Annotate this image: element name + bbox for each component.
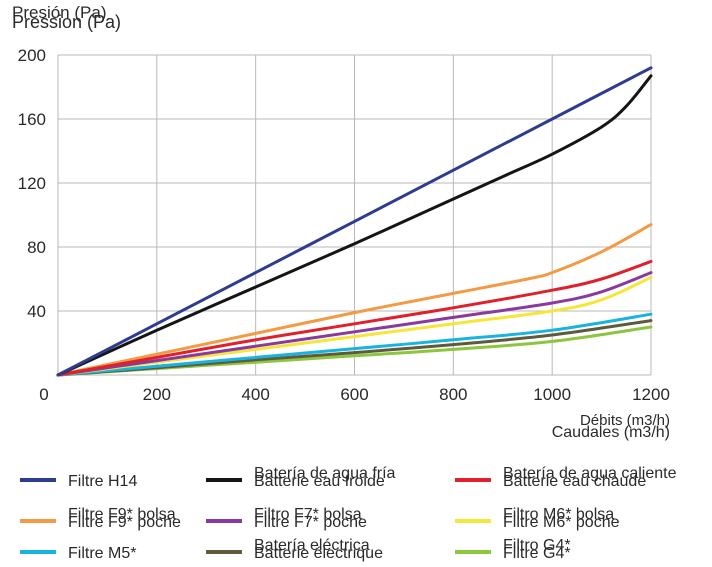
series-line-filtre-f9-poche <box>56 223 653 377</box>
y-tick-label: 120 <box>18 174 46 193</box>
series-line-filtre-m5 <box>56 312 653 377</box>
gridlines <box>57 54 652 376</box>
y-tick-label: 40 <box>27 302 46 321</box>
y-axis-title-es: Presión (Pa) <box>12 3 106 22</box>
legend-label-es: Batería de agua caliente <box>503 465 677 482</box>
legend-label-es: Batería de agua fría <box>254 465 396 482</box>
legend-label-fr: Filtre M6* poche <box>503 514 620 531</box>
x-tick-label: 1000 <box>533 385 571 404</box>
x-tick-label: 600 <box>340 385 368 404</box>
legend-label-fr: Filtre M5* <box>68 545 136 562</box>
legend-label-fr: Batterie électrique <box>254 545 383 562</box>
axis-titles: Presión (Pa) Pression (Pa) Débits (m3/h)… <box>12 3 670 441</box>
legend-label-fr: Filtre G4* <box>503 545 571 562</box>
series-line-batterie-eau-chaude <box>56 259 653 377</box>
legend-label-fr: Batterie eau froide <box>254 473 385 490</box>
y-tick-label: 80 <box>27 238 46 257</box>
x-tick-label: 400 <box>241 385 269 404</box>
legend-label-fr: Filtre H14 <box>68 473 137 490</box>
x-tick-label: 200 <box>143 385 171 404</box>
legend-label-es: Filtro G4* <box>503 537 571 554</box>
legend-label-es: Batería eléctrica <box>254 537 370 554</box>
legend-label-es: Filtre F9* bolsa <box>68 506 176 523</box>
legend-label-es: Filtro F7* bolsa <box>254 506 362 523</box>
series-line-batterie-eau-froide <box>56 74 653 377</box>
y-axis-title-fr: Pression (Pa) <box>12 12 121 32</box>
legend-label-fr: Filtre F9* poche <box>68 514 181 531</box>
y-tick-labels: 40 80 120 160 200 <box>18 46 46 321</box>
y-tick-label: 160 <box>18 110 46 129</box>
series-lines <box>56 66 653 377</box>
x-axis-title-es: Caudales (m3/h) <box>552 424 670 441</box>
legend-label-fr: Filtre F7* poche <box>254 514 367 531</box>
x-tick-label: 1200 <box>632 385 670 404</box>
legend-label-fr: Batterie eau chaude <box>503 473 646 490</box>
y-tick-label: 200 <box>18 46 46 65</box>
series-line-filtre-m6-poche <box>56 275 653 377</box>
series-line-filtre-h14 <box>56 66 653 377</box>
x-tick-label: 0 <box>39 385 48 404</box>
series-line-filtre-f7-poche <box>56 271 653 377</box>
x-axis-title-fr: Débits (m3/h) <box>580 412 670 429</box>
legend-label-es: Filtro M6* bolsa <box>503 506 614 523</box>
x-tick-label: 800 <box>439 385 467 404</box>
series-line-batterie-lectrique <box>56 319 653 377</box>
x-tick-labels: 0 200 400 600 800 1000 1200 <box>39 385 670 404</box>
